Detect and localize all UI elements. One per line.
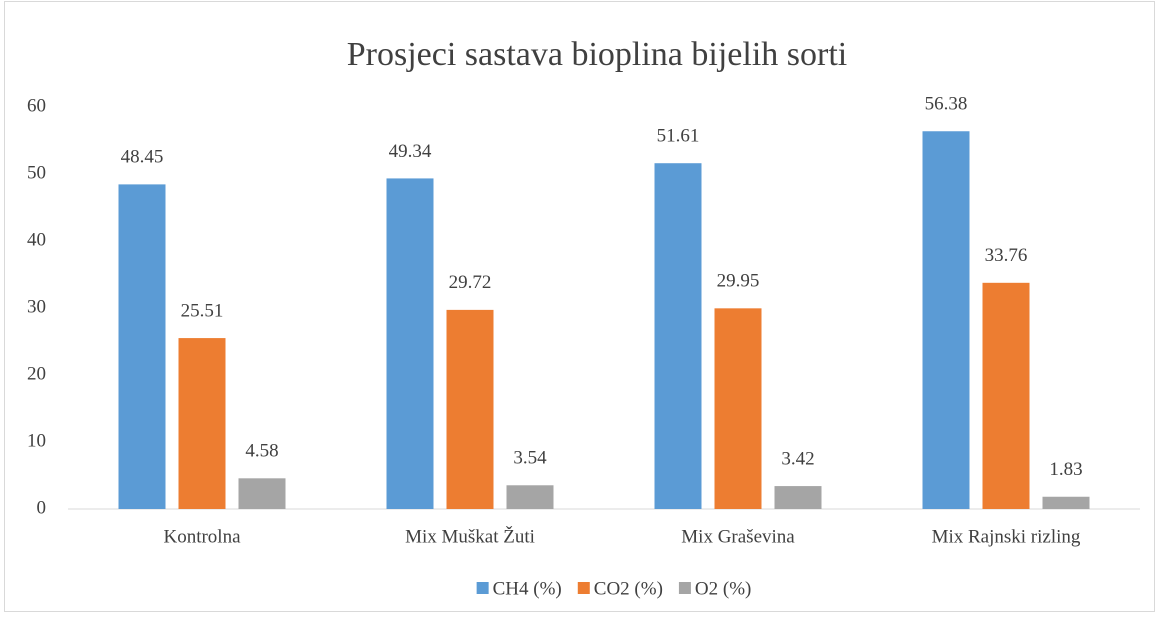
x-tick-label: Mix Rajnski rizling — [932, 526, 1081, 547]
bar — [118, 184, 166, 509]
bar — [982, 282, 1030, 509]
data-label: 49.34 — [389, 141, 432, 162]
legend-label: CH4 (%) — [493, 578, 562, 599]
chart-title: Prosjeci sastava bioplina bijelih sorti — [347, 36, 847, 73]
bar — [714, 308, 762, 509]
data-label: 51.61 — [657, 126, 700, 147]
bar — [386, 178, 434, 509]
bar — [654, 163, 702, 509]
bar — [1042, 496, 1090, 509]
data-label: 3.54 — [513, 448, 547, 469]
bar — [238, 478, 286, 509]
x-tick-label: Kontrolna — [163, 526, 241, 547]
legend-swatch — [678, 582, 691, 594]
bar — [178, 338, 226, 509]
bar — [446, 309, 494, 509]
x-tick-label: Mix Graševina — [681, 526, 795, 547]
y-tick-label: 60 — [27, 95, 46, 116]
bar — [774, 486, 822, 509]
y-tick-label: 0 — [37, 497, 47, 518]
data-label: 1.83 — [1049, 459, 1082, 480]
data-label: 29.95 — [717, 271, 760, 292]
chart-frame — [4, 1, 1155, 612]
bar — [506, 485, 554, 509]
legend-swatch — [476, 582, 489, 594]
legend-label: O2 (%) — [695, 578, 751, 599]
data-label: 33.76 — [985, 245, 1028, 266]
legend-swatch — [577, 582, 590, 594]
data-label: 29.72 — [449, 272, 492, 293]
legend-label: CO2 (%) — [594, 578, 663, 599]
bar — [922, 131, 970, 509]
y-tick-label: 50 — [27, 162, 46, 183]
data-label: 56.38 — [925, 94, 968, 115]
data-label: 48.45 — [121, 147, 164, 168]
data-label: 4.58 — [245, 441, 278, 462]
x-tick-label: Mix Muškat Žuti — [405, 525, 535, 547]
y-tick-label: 40 — [27, 229, 46, 250]
y-tick-label: 20 — [27, 363, 46, 384]
data-label: 25.51 — [181, 300, 224, 321]
y-tick-label: 10 — [27, 430, 46, 451]
y-tick-label: 30 — [27, 296, 46, 317]
data-label: 3.42 — [781, 448, 814, 469]
